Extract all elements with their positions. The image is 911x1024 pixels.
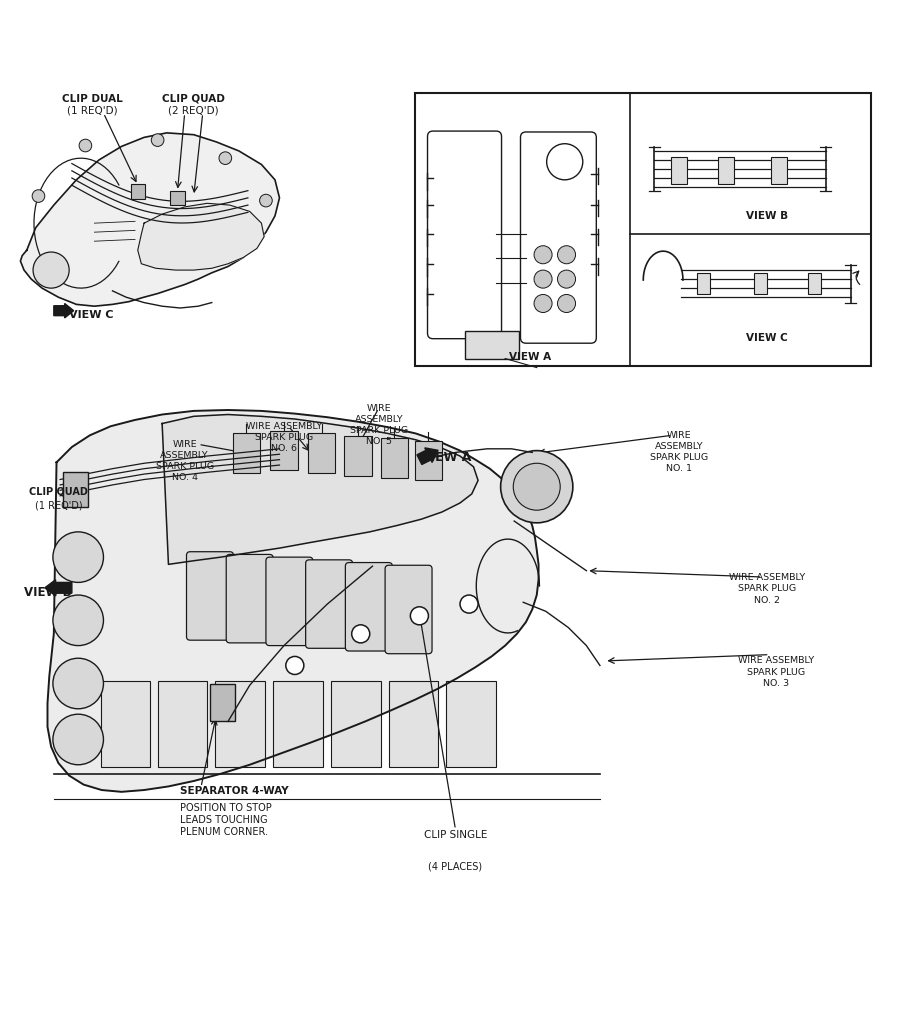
Text: SEPARATOR 4-WAY: SEPARATOR 4-WAY bbox=[180, 786, 289, 797]
Circle shape bbox=[79, 139, 92, 152]
Bar bbox=[808, 272, 821, 295]
Circle shape bbox=[53, 714, 104, 765]
Polygon shape bbox=[47, 410, 538, 792]
FancyBboxPatch shape bbox=[187, 552, 233, 640]
Bar bbox=[415, 93, 871, 366]
Bar bbox=[389, 681, 438, 767]
Polygon shape bbox=[138, 204, 264, 270]
Bar bbox=[344, 436, 372, 476]
Bar bbox=[465, 332, 518, 358]
Text: WIRE ASSEMBLY
SPARK PLUG
NO. 3: WIRE ASSEMBLY SPARK PLUG NO. 3 bbox=[738, 656, 814, 688]
Circle shape bbox=[513, 463, 560, 510]
Circle shape bbox=[33, 252, 69, 288]
Circle shape bbox=[151, 134, 164, 146]
Circle shape bbox=[534, 270, 552, 288]
Polygon shape bbox=[162, 415, 478, 564]
FancyArrow shape bbox=[54, 303, 74, 317]
Bar bbox=[271, 431, 298, 470]
Text: (4 PLACES): (4 PLACES) bbox=[428, 861, 483, 871]
Text: WIRE
ASSEMBLY
SPARK PLUG
NO. 4: WIRE ASSEMBLY SPARK PLUG NO. 4 bbox=[156, 439, 214, 482]
Text: (1 REQ'D): (1 REQ'D) bbox=[67, 105, 118, 116]
Circle shape bbox=[260, 195, 272, 207]
Circle shape bbox=[53, 531, 104, 583]
Text: CLIP QUAD: CLIP QUAD bbox=[162, 93, 225, 103]
Text: WIRE ASSEMBLY
SPARK PLUG
NO. 2: WIRE ASSEMBLY SPARK PLUG NO. 2 bbox=[729, 573, 805, 604]
Circle shape bbox=[547, 143, 583, 180]
Bar bbox=[273, 681, 322, 767]
FancyBboxPatch shape bbox=[266, 557, 312, 645]
Text: (1 REQ'D): (1 REQ'D) bbox=[35, 501, 82, 510]
Circle shape bbox=[558, 270, 576, 288]
FancyBboxPatch shape bbox=[385, 565, 432, 653]
Bar bbox=[415, 440, 442, 480]
FancyArrow shape bbox=[417, 447, 438, 465]
Bar bbox=[308, 433, 335, 473]
FancyBboxPatch shape bbox=[520, 132, 597, 343]
Text: CLIP QUAD: CLIP QUAD bbox=[29, 486, 87, 497]
Circle shape bbox=[53, 595, 104, 645]
Text: VIEW C: VIEW C bbox=[746, 333, 788, 343]
Circle shape bbox=[286, 656, 304, 675]
Bar bbox=[130, 184, 145, 199]
FancyArrow shape bbox=[45, 580, 72, 596]
Text: WIRE
ASSEMBLY
SPARK PLUG
NO. 5: WIRE ASSEMBLY SPARK PLUG NO. 5 bbox=[350, 403, 408, 446]
Text: POSITION TO STOP
LEADS TOUCHING
PLENUM CORNER.: POSITION TO STOP LEADS TOUCHING PLENUM C… bbox=[180, 803, 272, 838]
Text: VIEW A: VIEW A bbox=[421, 451, 472, 464]
Bar bbox=[331, 681, 381, 767]
Circle shape bbox=[558, 295, 576, 312]
Bar bbox=[446, 681, 496, 767]
Bar bbox=[718, 158, 734, 184]
Bar bbox=[232, 433, 260, 473]
Bar bbox=[101, 681, 150, 767]
Polygon shape bbox=[20, 133, 280, 306]
Circle shape bbox=[32, 189, 45, 203]
Text: VIEW C: VIEW C bbox=[69, 310, 114, 321]
Bar bbox=[754, 272, 767, 295]
Bar bbox=[158, 681, 208, 767]
Bar bbox=[63, 472, 88, 507]
Circle shape bbox=[534, 295, 552, 312]
Text: CLIP SINGLE: CLIP SINGLE bbox=[424, 829, 487, 840]
Text: VIEW B: VIEW B bbox=[24, 586, 72, 599]
Circle shape bbox=[460, 595, 478, 613]
Text: WIRE
ASSEMBLY
SPARK PLUG
NO. 1: WIRE ASSEMBLY SPARK PLUG NO. 1 bbox=[650, 431, 709, 473]
Bar bbox=[381, 438, 407, 478]
Circle shape bbox=[534, 246, 552, 264]
FancyBboxPatch shape bbox=[427, 131, 502, 339]
FancyBboxPatch shape bbox=[306, 560, 353, 648]
Bar bbox=[671, 158, 688, 184]
Bar bbox=[771, 158, 787, 184]
Text: WIRE ASSEMBLY
SPARK PLUG
NO. 6: WIRE ASSEMBLY SPARK PLUG NO. 6 bbox=[246, 422, 322, 453]
Circle shape bbox=[53, 658, 104, 709]
FancyBboxPatch shape bbox=[345, 562, 393, 651]
Bar bbox=[210, 683, 235, 722]
Circle shape bbox=[219, 152, 231, 165]
Bar bbox=[698, 272, 710, 295]
Text: (2 REQ'D): (2 REQ'D) bbox=[169, 105, 219, 116]
Text: CLIP DUAL: CLIP DUAL bbox=[62, 93, 123, 103]
Circle shape bbox=[352, 625, 370, 643]
Text: VIEW A: VIEW A bbox=[509, 351, 551, 361]
FancyBboxPatch shape bbox=[226, 554, 273, 643]
Circle shape bbox=[558, 246, 576, 264]
Circle shape bbox=[410, 607, 428, 625]
Bar bbox=[215, 681, 265, 767]
Text: VIEW B: VIEW B bbox=[746, 211, 788, 221]
Bar bbox=[170, 190, 185, 205]
Circle shape bbox=[501, 451, 573, 523]
